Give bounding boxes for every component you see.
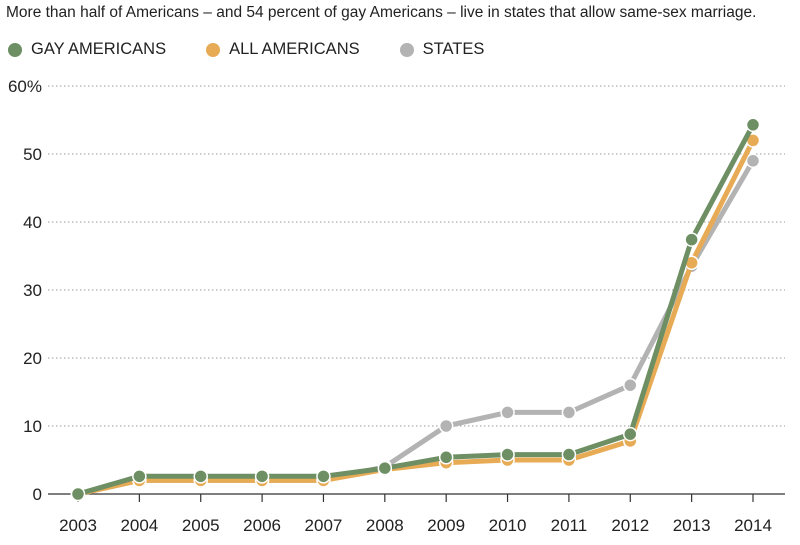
series-lines <box>70 117 761 502</box>
grid-lines <box>48 85 785 427</box>
data-point-gay-americans <box>193 469 208 484</box>
x-tick-label: 2009 <box>427 516 465 535</box>
legend-item-all-americans: ALL AMERICANS <box>206 40 360 59</box>
x-tick-label: 2013 <box>673 516 711 535</box>
legend-marker-states <box>399 42 414 57</box>
data-point-gay-americans <box>254 469 270 484</box>
data-point-gay-americans <box>316 469 331 484</box>
data-point-gay-americans <box>132 469 147 484</box>
x-tick-label: 2014 <box>734 516 772 535</box>
data-point-gay-americans <box>70 486 86 502</box>
y-tick-label: 30 <box>23 281 42 300</box>
legend-label-states: STATES <box>422 40 485 58</box>
x-tick-label: 2012 <box>611 516 649 535</box>
x-tick-label: 2003 <box>59 516 97 535</box>
legend: GAY AMERICANS ALL AMERICANS STATES <box>8 40 524 59</box>
data-point-gay-americans <box>684 232 699 247</box>
chart-title: More than half of Americans – and 54 per… <box>6 4 757 21</box>
y-tick-label: 60% <box>8 77 42 96</box>
series-line-gay-americans <box>75 122 756 497</box>
y-tick-label: 0 <box>33 485 42 504</box>
x-tick-label: 2004 <box>120 516 158 535</box>
x-tick-label: 2010 <box>489 516 527 535</box>
legend-marker-gay-americans <box>8 42 22 57</box>
data-point-gay-americans <box>623 426 638 442</box>
legend-marker-all-americans <box>206 42 221 57</box>
x-tick-label: 2008 <box>366 516 404 535</box>
legend-item-gay-americans: GAY AMERICANS <box>8 40 166 59</box>
series-line-states <box>75 158 756 497</box>
legend-label-gay-americans: GAY AMERICANS <box>31 40 167 58</box>
data-point-gay-americans <box>561 447 577 462</box>
x-tick-label: 2011 <box>551 516 588 535</box>
data-point-states <box>438 418 454 434</box>
data-point-gay-americans <box>745 117 761 133</box>
y-tick-label: 50 <box>23 145 42 164</box>
series-gay-americans <box>70 117 761 502</box>
legend-item-states: STATES <box>399 40 485 59</box>
x-tick-label: 2005 <box>182 516 220 535</box>
y-tick-label: 40 <box>23 213 42 232</box>
data-point-gay-americans <box>377 460 393 476</box>
series-states <box>70 153 761 502</box>
x-tick-label: 2006 <box>243 516 281 535</box>
series-line-all-americans <box>75 137 756 497</box>
x-tick-label: 2007 <box>305 516 343 535</box>
y-axis-tick-labels: 0 10 20 30 40 50 60% <box>8 77 42 504</box>
data-point-gay-americans <box>500 447 515 462</box>
data-point-states <box>561 405 577 420</box>
data-point-states <box>500 405 515 420</box>
legend-label-all-americans: ALL AMERICANS <box>229 40 360 58</box>
data-point-states <box>745 153 761 169</box>
y-tick-label: 20 <box>23 349 42 368</box>
x-axis: 2003 2004 2005 2006 2007 2008 2009 2010 2011 2012… <box>48 493 785 535</box>
data-point-gay-americans <box>438 450 454 465</box>
data-point-states <box>623 377 638 393</box>
y-tick-label: 10 <box>23 417 42 436</box>
